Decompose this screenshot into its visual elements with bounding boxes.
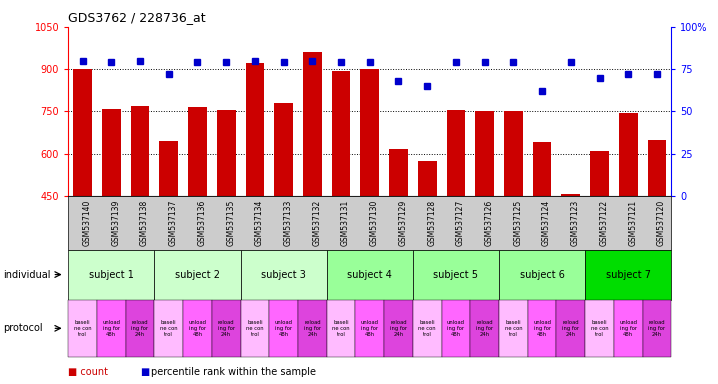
Bar: [648, 139, 666, 196]
Text: unload
ing for
48h: unload ing for 48h: [188, 320, 207, 337]
Bar: [475, 111, 494, 196]
Text: subject 7: subject 7: [606, 270, 651, 280]
Bar: [274, 103, 293, 196]
Text: percentile rank within the sample: percentile rank within the sample: [151, 367, 316, 377]
Text: GSM537130: GSM537130: [370, 199, 379, 246]
Bar: [131, 106, 149, 196]
Text: reload
ing for
24h: reload ing for 24h: [562, 320, 579, 337]
Text: GSM537132: GSM537132: [312, 200, 322, 246]
Text: GSM537120: GSM537120: [657, 200, 666, 246]
Text: reload
ing for
24h: reload ing for 24h: [648, 320, 666, 337]
Text: individual: individual: [4, 270, 51, 280]
Bar: [533, 142, 551, 196]
Bar: [246, 63, 264, 196]
Text: reload
ing for
24h: reload ing for 24h: [476, 320, 493, 337]
Text: GSM537122: GSM537122: [600, 200, 609, 246]
Text: GSM537140: GSM537140: [83, 199, 92, 246]
Text: GSM537135: GSM537135: [226, 199, 236, 246]
Text: subject 2: subject 2: [175, 270, 220, 280]
Text: GSM537124: GSM537124: [542, 200, 551, 246]
Bar: [619, 113, 638, 196]
Text: unload
ing for
48h: unload ing for 48h: [619, 320, 638, 337]
Bar: [360, 69, 379, 196]
Text: GSM537133: GSM537133: [284, 199, 293, 246]
Bar: [447, 110, 465, 196]
Text: GDS3762 / 228736_at: GDS3762 / 228736_at: [68, 12, 206, 25]
Text: protocol: protocol: [4, 323, 43, 333]
Text: baseli
ne con
trol: baseli ne con trol: [74, 320, 91, 337]
Text: unload
ing for
48h: unload ing for 48h: [274, 320, 293, 337]
Bar: [332, 71, 350, 196]
Text: reload
ing for
24h: reload ing for 24h: [390, 320, 407, 337]
Bar: [159, 141, 178, 196]
Text: GSM537129: GSM537129: [398, 200, 408, 246]
Text: unload
ing for
48h: unload ing for 48h: [447, 320, 465, 337]
Bar: [73, 69, 92, 196]
Text: subject 1: subject 1: [89, 270, 134, 280]
Text: baseli
ne con
trol: baseli ne con trol: [591, 320, 608, 337]
Text: GSM537138: GSM537138: [140, 200, 149, 246]
Bar: [303, 52, 322, 196]
Text: baseli
ne con
trol: baseli ne con trol: [419, 320, 436, 337]
Text: reload
ing for
24h: reload ing for 24h: [131, 320, 149, 337]
Text: subject 5: subject 5: [434, 270, 478, 280]
Text: unload
ing for
48h: unload ing for 48h: [102, 320, 121, 337]
Text: ■: ■: [140, 367, 149, 377]
Text: baseli
ne con
trol: baseli ne con trol: [160, 320, 177, 337]
Text: reload
ing for
24h: reload ing for 24h: [304, 320, 321, 337]
Text: GSM537125: GSM537125: [513, 200, 523, 246]
Bar: [102, 109, 121, 196]
Text: GSM537126: GSM537126: [485, 200, 494, 246]
Text: GSM537137: GSM537137: [169, 199, 178, 246]
Text: GSM537121: GSM537121: [628, 200, 638, 246]
Text: GSM537128: GSM537128: [427, 200, 437, 246]
Text: GSM537127: GSM537127: [456, 200, 465, 246]
Text: GSM537131: GSM537131: [341, 200, 350, 246]
Bar: [188, 107, 207, 196]
Text: reload
ing for
24h: reload ing for 24h: [218, 320, 235, 337]
Bar: [418, 161, 437, 196]
Bar: [590, 151, 609, 196]
Bar: [389, 149, 408, 196]
Text: GSM537123: GSM537123: [571, 200, 580, 246]
Text: unload
ing for
48h: unload ing for 48h: [360, 320, 379, 337]
Text: ■ count: ■ count: [68, 367, 108, 377]
Text: baseli
ne con
trol: baseli ne con trol: [505, 320, 522, 337]
Text: GSM537136: GSM537136: [197, 199, 207, 246]
Text: unload
ing for
48h: unload ing for 48h: [533, 320, 551, 337]
Bar: [561, 194, 580, 196]
Text: baseli
ne con
trol: baseli ne con trol: [246, 320, 264, 337]
Bar: [504, 111, 523, 196]
Text: baseli
ne con
trol: baseli ne con trol: [332, 320, 350, 337]
Text: subject 3: subject 3: [261, 270, 306, 280]
Text: subject 6: subject 6: [520, 270, 564, 280]
Text: GSM537134: GSM537134: [255, 199, 264, 246]
Text: GSM537139: GSM537139: [111, 199, 121, 246]
Bar: [217, 110, 236, 196]
Text: subject 4: subject 4: [348, 270, 392, 280]
